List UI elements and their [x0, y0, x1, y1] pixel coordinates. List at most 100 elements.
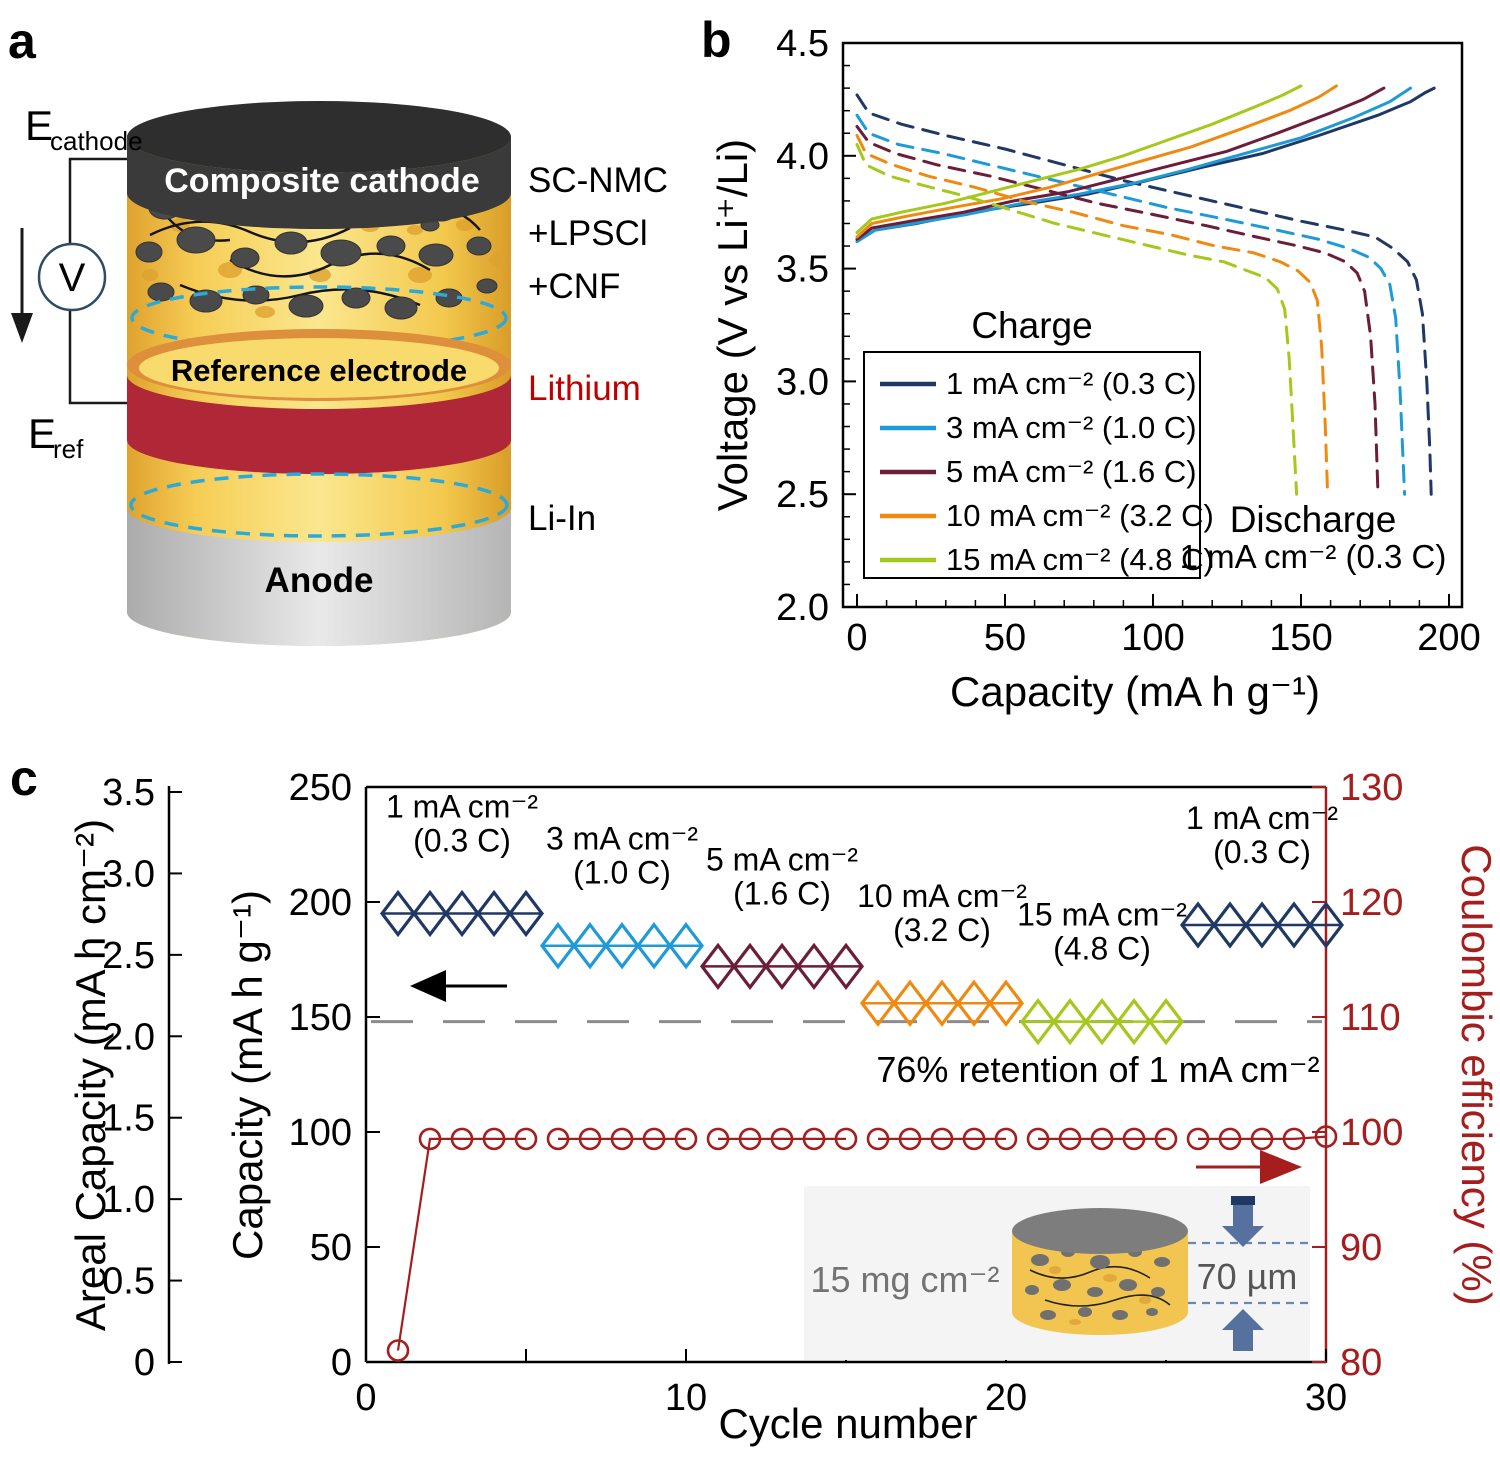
rate-label-line2: (0.3 C) [413, 823, 511, 859]
panel-b-curves [855, 84, 1436, 496]
legend-box [863, 351, 1201, 579]
rate-label-line1: 15 mA cm⁻² [1017, 897, 1187, 933]
capacity-diamond-marker [699, 942, 737, 991]
inset-particle [1053, 1279, 1071, 1291]
rate-label-line2: (1.0 C) [573, 855, 671, 891]
voltmeter-label: V [59, 256, 86, 300]
y-tick-label: 0 [331, 1342, 352, 1384]
lithium-label: Lithium [528, 369, 641, 408]
ce-marker [1090, 1127, 1114, 1151]
rate-label-line1: 1 mA cm⁻² [1186, 800, 1338, 836]
cathode-cap-side [127, 137, 511, 229]
capacity-diamond-marker [1211, 901, 1249, 949]
capacity-diamond-marker [667, 922, 705, 970]
discharge-annotation: Discharge [1230, 499, 1397, 540]
panel-c-label: c [10, 750, 38, 806]
areal-axis-title: Areal Capacity (mA h cm⁻²) [67, 819, 114, 1331]
legend-entry-label: 3 mA cm⁻² (1.0 C) [946, 410, 1197, 445]
cathode-composition-line1: SC-NMC [528, 161, 668, 200]
capacity-diamond-marker [1307, 901, 1345, 949]
reference-face [139, 338, 499, 398]
capacity-diamond-marker [795, 942, 833, 991]
ce-marker [706, 1127, 730, 1151]
current-arrow-head [11, 313, 33, 343]
anode-body [127, 508, 511, 646]
nmc-particle [476, 278, 498, 294]
ce-marker [1026, 1127, 1050, 1151]
solid-electrolyte-patch [142, 269, 158, 281]
x-tick-label: 10 [665, 1377, 707, 1419]
anode-label: Anode [265, 561, 374, 600]
rate-label-line2: (1.6 C) [733, 875, 831, 911]
ce-tick-label: 120 [1340, 882, 1403, 924]
capacity-diamond-marker [379, 889, 417, 938]
ce-marker [802, 1127, 826, 1151]
panel-b-y-axis-title: Voltage (V vs Li⁺/Li) [709, 139, 756, 511]
panel-c-x-axis-title: Cycle number [718, 1400, 977, 1447]
ce-marker [642, 1127, 666, 1151]
charge-curve [855, 86, 1412, 243]
rate-label-line1: 1 mA cm⁻² [386, 789, 538, 825]
panel-c-data: 1 mA cm⁻²(0.3 C) 3 mA cm⁻²(1.0 C) 5 mA cm⁻… [371, 789, 1345, 1362]
rate-label-line2: (4.8 C) [1053, 931, 1151, 967]
ce-marker [738, 1127, 762, 1151]
inset-particle [1146, 1308, 1158, 1316]
nmc-particle [418, 243, 454, 267]
lithium-ring [127, 375, 511, 474]
ce-tick-label: 130 [1340, 767, 1403, 809]
panel-c-axes: 0 10 20 30 0 50 100 150 200 250 0 0.5 1.0 1.5 2.0 2.5 3.… [102, 767, 1403, 1419]
capacity-diamond-marker [1179, 901, 1217, 949]
areal-tick-label: 3.0 [102, 853, 155, 895]
inset-disc-particles [1025, 1247, 1171, 1325]
capacity-axis-title: Capacity (mA h g⁻¹) [224, 890, 271, 1260]
x-tick-label: 0 [355, 1377, 376, 1419]
ce-tick-label: 90 [1340, 1227, 1382, 1269]
inset-patch [1049, 1266, 1061, 1274]
cathode-cap-top [127, 101, 511, 173]
rate-label-line2: (3.2 C) [893, 912, 991, 948]
nmc-particle [384, 296, 418, 320]
charge-curve [855, 86, 1386, 241]
solid-electrolyte-patch [456, 219, 474, 231]
capacity-diamond-marker [763, 942, 801, 991]
nmc-particle [230, 247, 260, 269]
discharge-curve [855, 125, 1380, 496]
capacity-diamond-marker [923, 979, 961, 1027]
y-tick-label: 3.5 [776, 249, 829, 291]
rate-label-line1: 10 mA cm⁻² [857, 878, 1027, 914]
y-tick-label: 3.0 [776, 361, 829, 403]
legend-entry-label: 10 mA cm⁻² (3.2 C) [946, 498, 1214, 533]
capacity-diamond-marker [475, 889, 513, 938]
discharge-rate-annotation: 1 mA cm⁻² (0.3 C) [1180, 538, 1447, 575]
press-arrow-down [1222, 1205, 1264, 1247]
press-arrow-up [1222, 1309, 1264, 1351]
charge-curve [855, 84, 1303, 234]
inset-particle [1112, 1310, 1128, 1320]
inset-particle [1154, 1257, 1170, 1267]
x-tick-label: 100 [1121, 617, 1184, 659]
inset-particle [1151, 1287, 1165, 1297]
inset-patch [1069, 1319, 1081, 1325]
e-ref-symbol: E [28, 410, 56, 457]
nmc-particle [274, 231, 308, 255]
ce-marker [1154, 1127, 1178, 1151]
rate-label-line1: 5 mA cm⁻² [706, 841, 858, 877]
ce-tick-label: 100 [1340, 1112, 1403, 1154]
capacity-diamond-marker [827, 942, 865, 991]
y-tick-label: 2.5 [776, 474, 829, 516]
capacity-diamond-marker [507, 889, 545, 938]
charge-curve [855, 84, 1338, 239]
capacity-diamond-marker [1019, 997, 1057, 1046]
ce-line [1198, 1135, 1327, 1141]
capacity-diamond-marker [411, 889, 449, 938]
capacity-diamond-marker [603, 922, 641, 970]
legend-entry-label: 15 mA cm⁻² (4.8 C) [946, 542, 1214, 577]
capacity-diamond-marker [1275, 901, 1313, 949]
rate-label-line2: (0.3 C) [1213, 834, 1311, 870]
ce-marker [770, 1127, 794, 1151]
ce-marker [1186, 1127, 1210, 1151]
capacity-diamond-marker [1115, 997, 1153, 1046]
panel-b-voltage-chart: b 0 50 100 150 200 2.0 2.5 3.0 3.5 4.0 4.5 Voltage… [701, 12, 1481, 715]
ce-marker [546, 1127, 570, 1151]
